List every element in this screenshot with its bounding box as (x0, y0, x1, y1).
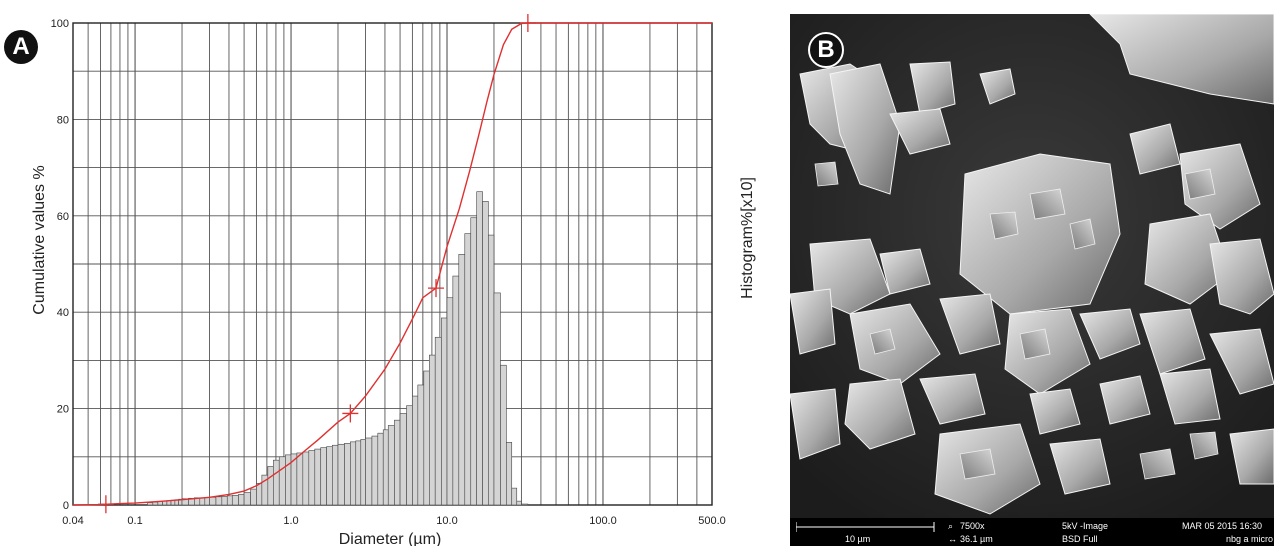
histogram-bar (500, 364, 507, 506)
histogram-bar (482, 201, 489, 506)
x-tick-label: 0.1 (127, 515, 142, 527)
sem-info-bar: 10 µm ⌕ 7500x ↔ 36.1 µm 5kV -Image BSD F… (790, 518, 1274, 546)
histogram-bar (493, 292, 501, 506)
y-tick-label: 100 (51, 18, 69, 30)
y-tick-label: 0 (63, 500, 69, 512)
histogram-bar (231, 495, 239, 506)
histogram-bar (326, 446, 333, 506)
y-axis-title: Cumulative values % (31, 165, 48, 314)
histogram-bar (296, 452, 304, 506)
histogram-bars (147, 191, 529, 506)
y-tick-label: 40 (57, 307, 69, 319)
magnifier-icon: ⌕ (948, 521, 954, 531)
histogram-bar (516, 500, 522, 506)
x-tick-label: 500.0 (698, 515, 726, 527)
hfw-value: 36.1 µm (960, 534, 993, 544)
operator-label: nbg a micro (1226, 534, 1274, 544)
scale-bar (796, 522, 935, 532)
magnification-value: 7500x (960, 521, 985, 531)
histogram-bar (399, 413, 407, 506)
histogram-bar (243, 492, 251, 506)
histogram-bar (488, 234, 495, 506)
histogram-bar (387, 425, 395, 506)
histogram-bar (458, 254, 466, 506)
histogram-bar (355, 440, 362, 506)
x-axis-title: Diameter (µm) (339, 531, 442, 546)
histogram-bar (204, 496, 210, 506)
histogram-bar (446, 297, 454, 506)
histogram-bar (256, 483, 263, 506)
panel-a-badge: A (4, 30, 38, 64)
histogram-bar (238, 494, 245, 506)
histogram-bar (199, 497, 206, 506)
x-tick-label: 100.0 (589, 515, 617, 527)
histogram-bar (423, 370, 430, 506)
histogram-bar (476, 191, 483, 506)
histogram-bar (278, 456, 286, 506)
sem-particle-image (790, 14, 1274, 518)
histogram-bar (308, 450, 316, 506)
histogram-bar (226, 495, 233, 506)
histogram-bar (406, 405, 413, 506)
histogram-bar (412, 395, 419, 506)
histogram-bar (371, 435, 379, 506)
histogram-bar (267, 466, 274, 506)
histogram-bar (332, 444, 339, 506)
histogram-bar (221, 496, 228, 506)
histogram-bar (147, 502, 154, 506)
histogram-bar (209, 496, 217, 506)
panel-b-badge: B (808, 32, 844, 68)
histogram-bar (511, 487, 518, 506)
cumulative-curve (72, 22, 712, 506)
x-tick-label: 10.0 (436, 515, 457, 527)
particle-size-chart: 0.04 0.1 1.0 10.0 100.0 500.0 0 20 40 60 80 100 Dia… (31, 14, 756, 546)
histogram-bar (157, 501, 163, 506)
imaging-mode: 5kV -Image (1062, 521, 1109, 531)
histogram-bar (394, 419, 401, 506)
histogram-bar (417, 384, 425, 506)
histogram-bar (344, 443, 351, 506)
scale-bar-label: 10 µm (845, 534, 871, 544)
histogram-bar (215, 496, 223, 506)
histogram-bar (521, 503, 529, 506)
histogram-bar (470, 217, 477, 506)
histogram-bar (365, 437, 373, 506)
histogram-bar (350, 441, 357, 506)
histogram-bar (506, 442, 513, 506)
histogram-bar (382, 429, 389, 506)
histogram-bar (314, 448, 322, 506)
histogram-bar (429, 354, 436, 506)
histogram-bar (377, 432, 384, 506)
histogram-bar (302, 451, 310, 506)
detector-mode: BSD Full (1062, 534, 1098, 544)
histogram-bar (337, 443, 345, 506)
histogram-bar (434, 336, 442, 506)
histogram-bar (152, 501, 159, 506)
histogram-bar (441, 317, 448, 506)
hfw-icon: ↔ (948, 534, 957, 544)
acquisition-date: MAR 05 2015 16:30 (1182, 521, 1263, 531)
histogram-bar (250, 488, 257, 506)
histogram-bar (464, 233, 472, 506)
y-tick-label: 60 (57, 211, 69, 223)
sem-micrograph: B 10 µm ⌕ 7500x ↔ 36.1 µm 5kV -Image BSD… (790, 14, 1274, 546)
histogram-bar (273, 459, 280, 506)
histogram-bar (452, 275, 460, 506)
tick-labels: 0.04 0.1 1.0 10.0 100.0 500.0 0 20 40 60 80 100 (51, 18, 726, 527)
cumulative-curve-layer (72, 14, 712, 514)
x-tick-label: 0.04 (62, 515, 83, 527)
histogram-bar (320, 447, 327, 506)
y-tick-label: 80 (57, 114, 69, 126)
secondary-y-axis-title: Histogram%[x10] (739, 177, 756, 299)
histogram-bar (360, 439, 366, 506)
x-tick-label: 1.0 (283, 515, 298, 527)
y-tick-label: 20 (57, 404, 69, 416)
